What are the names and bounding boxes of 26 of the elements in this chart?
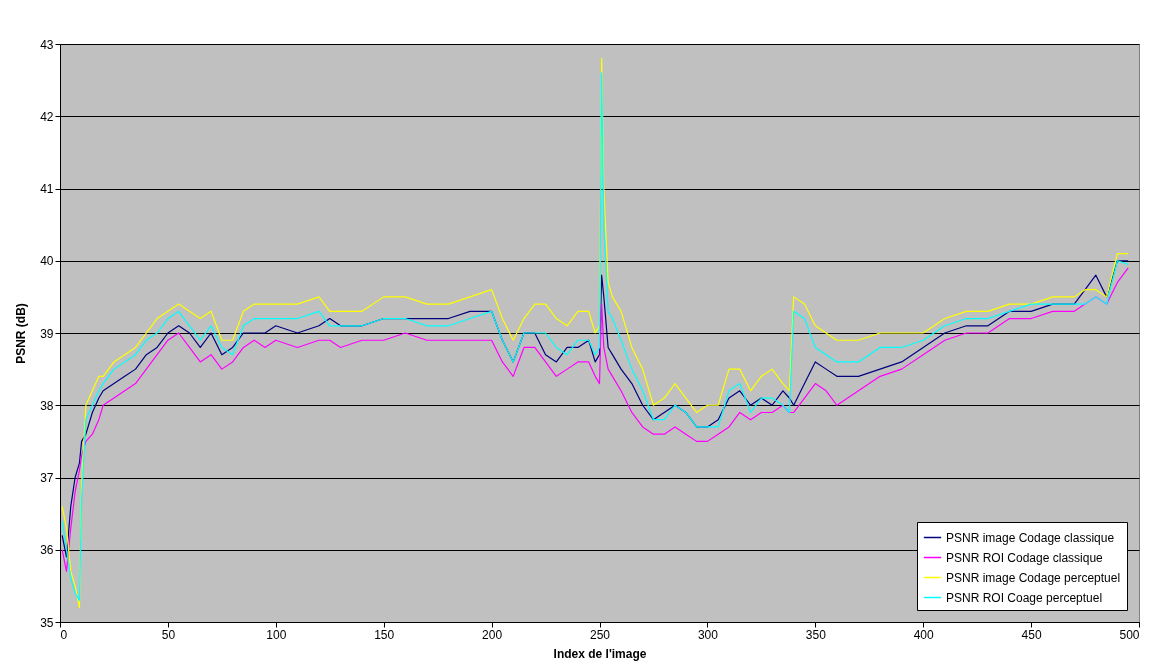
x-tick-label: 500 [1119,627,1140,642]
legend-label: PSNR image Codage classique [946,530,1115,545]
y-tick-label: 36 [40,543,54,558]
y-tick-label: 39 [40,326,54,341]
x-tick-label: 250 [589,627,611,642]
y-tick-label: 35 [40,615,54,630]
legend-label: PSNR image Codage perceptuel [946,570,1121,585]
legend-label: PSNR ROI Coage perceptuel [946,590,1103,605]
x-tick-label: 50 [161,627,176,642]
y-tick-label: 42 [40,109,54,124]
x-tick-label: 300 [697,627,719,642]
x-tick-label: 450 [1021,627,1042,642]
x-tick-label: 350 [805,627,827,642]
x-tick-label: 200 [482,627,503,642]
x-tick-label: 400 [913,627,935,642]
y-tick-label: 38 [40,398,54,413]
x-tick-label: 100 [266,627,287,642]
y-tick-label: 40 [40,254,54,269]
y-tick-label: 37 [40,471,54,485]
y-axis-title: PSNR (dB) [14,303,29,364]
legend-label: PSNR ROI Codage classique [946,550,1104,565]
y-tick-label: 41 [40,182,54,196]
x-tick-label: 0 [60,627,68,642]
x-tick-label: 150 [374,627,395,642]
y-tick-label: 43 [40,37,54,52]
x-axis-title: Index de l'image [553,646,647,661]
